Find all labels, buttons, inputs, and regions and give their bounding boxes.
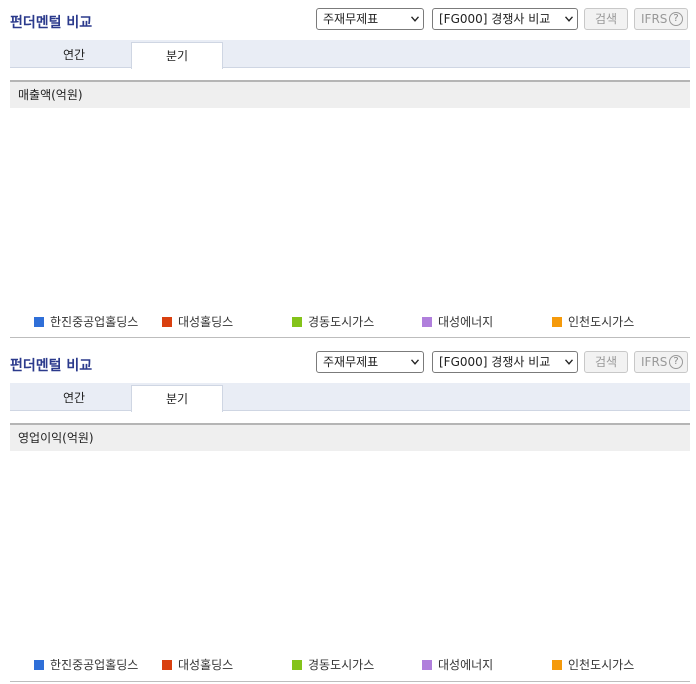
legend-label: 인천도시가스 [568, 315, 635, 329]
panel-title: 펀더멘털 비교 [10, 15, 93, 31]
legend-swatch [292, 660, 302, 670]
legend-swatch [34, 660, 44, 670]
legend-swatch [162, 317, 172, 327]
tab-annual[interactable]: 연간 [62, 48, 86, 62]
legend-item[interactable]: 대성홀딩스 [162, 657, 233, 673]
peer-compare-select[interactable]: [FG000] 경쟁사 비교 [432, 351, 578, 373]
legend-swatch [552, 317, 562, 327]
legend-item[interactable]: 경동도시가스 [292, 314, 374, 330]
legend-swatch [422, 660, 432, 670]
legend-label: 대성에너지 [438, 658, 494, 672]
ifrs-button[interactable]: IFRS ? [634, 351, 688, 373]
statement-type-select[interactable]: 주재무제표 [억원]02,5005,0007,5002023/062023/09… [316, 8, 424, 30]
legend-item[interactable]: 경동도시가스 [292, 657, 374, 673]
legend-label: 인천도시가스 [568, 658, 635, 672]
legend-swatch [162, 660, 172, 670]
help-icon[interactable]: ? [669, 355, 683, 369]
tab-quarterly[interactable]: 분기 [131, 42, 223, 69]
fundamental-panel-revenue: 펀더멘털 비교 주재무제표 [억원]02,5005,0007,5002023/0… [0, 0, 696, 340]
chart-legend: 한진중공업홀딩스 대성홀딩스 경동도시가스 대성에너지 인천도시가스 [34, 657, 674, 673]
chevron-down-icon: [억원]02,5005,0007,5002023/062023/092023/1… [411, 16, 419, 22]
section-title: 영업이익(억원) [10, 423, 690, 451]
legend-swatch [552, 660, 562, 670]
legend-label: 대성홀딩스 [178, 315, 234, 329]
ifrs-label: IFRS [641, 355, 668, 369]
panel-header: 펀더멘털 비교 주재무제표 [억원]02,5005,0007,5002023/0… [0, 0, 696, 38]
tab-annual[interactable]: 연간 [62, 391, 86, 405]
legend-label: 대성에너지 [438, 315, 494, 329]
legend-item[interactable]: 한진중공업홀딩스 [34, 657, 138, 673]
legend-item[interactable]: 대성에너지 [422, 657, 493, 673]
tab-quarterly[interactable]: 분기 [131, 385, 223, 412]
legend-item[interactable]: 대성홀딩스 [162, 314, 233, 330]
legend-swatch [422, 317, 432, 327]
statement-type-select[interactable]: 주재무제표 [억원]-20002004002023/062023/092023/… [316, 351, 424, 373]
period-tabs: 연간 분기 [10, 383, 690, 412]
legend-swatch [34, 317, 44, 327]
chart-legend: 한진중공업홀딩스 대성홀딩스 경동도시가스 대성에너지 인천도시가스 [34, 314, 674, 330]
legend-item[interactable]: 한진중공업홀딩스 [34, 314, 138, 330]
panel-divider [10, 337, 690, 338]
statement-type-value: 주재무제표 [323, 12, 379, 26]
peer-compare-value: [FG000] 경쟁사 비교 [439, 12, 551, 26]
chart-svg [0, 108, 696, 312]
bar-chart [0, 108, 696, 312]
panel-divider [10, 681, 690, 682]
chevron-down-icon: [억원]-20002004002023/062023/092023/122024… [411, 359, 419, 365]
section-title: 매출액(억원) [10, 80, 690, 108]
bar-chart [0, 451, 696, 655]
legend-label: 경동도시가스 [308, 315, 375, 329]
fundamental-panel-operating-profit: 펀더멘털 비교 주재무제표 [억원]-20002004002023/062023… [0, 343, 696, 684]
chevron-down-icon [565, 359, 573, 365]
legend-label: 한진중공업홀딩스 [50, 315, 139, 329]
panel-header: 펀더멘털 비교 주재무제표 [억원]-20002004002023/062023… [0, 343, 696, 381]
peer-compare-value: [FG000] 경쟁사 비교 [439, 355, 551, 369]
legend-item[interactable]: 인천도시가스 [552, 657, 634, 673]
panel-title: 펀더멘털 비교 [10, 358, 93, 374]
period-tabs: 연간 분기 [10, 40, 690, 69]
legend-item[interactable]: 대성에너지 [422, 314, 493, 330]
search-button[interactable]: 검색 [584, 351, 628, 373]
help-icon[interactable]: ? [669, 12, 683, 26]
chart-svg [0, 451, 696, 655]
chevron-down-icon [565, 16, 573, 22]
legend-label: 대성홀딩스 [178, 658, 234, 672]
legend-item[interactable]: 인천도시가스 [552, 314, 634, 330]
legend-label: 한진중공업홀딩스 [50, 658, 139, 672]
peer-compare-select[interactable]: [FG000] 경쟁사 비교 [432, 8, 578, 30]
search-button[interactable]: 검색 [584, 8, 628, 30]
legend-swatch [292, 317, 302, 327]
statement-type-value: 주재무제표 [323, 355, 379, 369]
legend-label: 경동도시가스 [308, 658, 375, 672]
ifrs-label: IFRS [641, 12, 668, 26]
ifrs-button[interactable]: IFRS ? [634, 8, 688, 30]
